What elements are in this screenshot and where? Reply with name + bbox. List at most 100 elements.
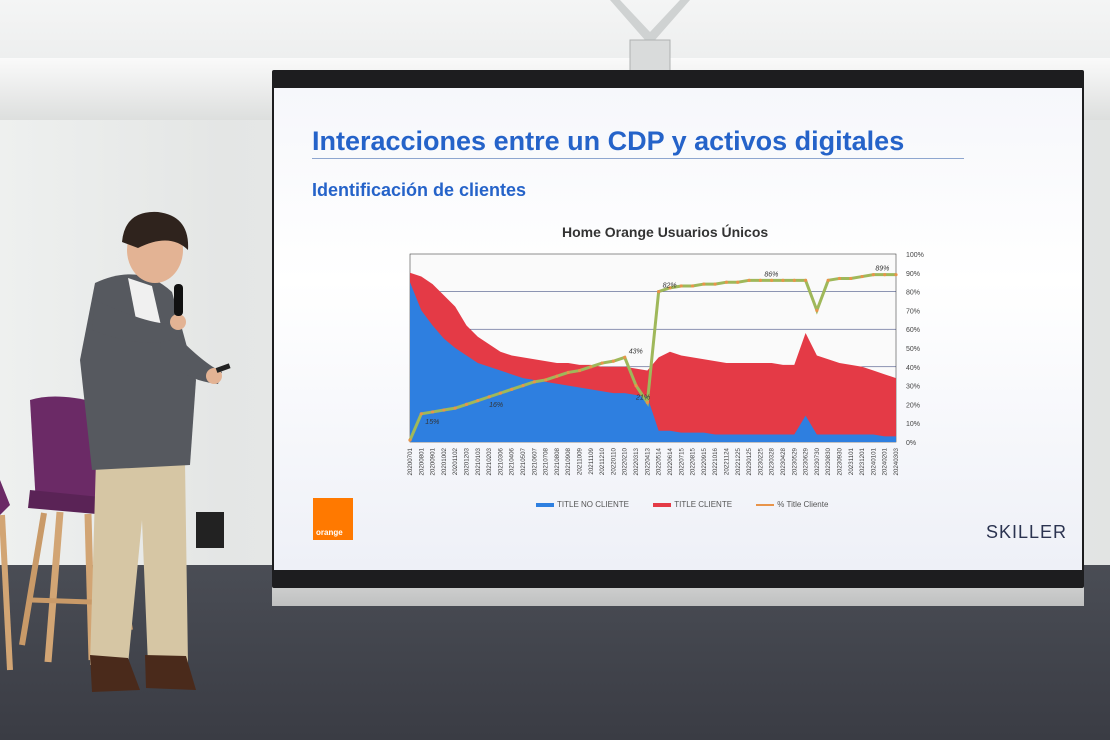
x-tick-label: 20201002 bbox=[441, 447, 448, 475]
x-tick-label: 20220313 bbox=[633, 447, 640, 475]
x-tick-label: 20220210 bbox=[622, 447, 629, 475]
presentation-screen: Interacciones entre un CDP y activos dig… bbox=[274, 88, 1082, 570]
pct-point bbox=[611, 359, 616, 363]
pct-point bbox=[476, 399, 480, 403]
pct-point bbox=[408, 438, 412, 442]
legend-swatch bbox=[756, 503, 775, 506]
pct-point bbox=[871, 273, 875, 277]
data-label: 86% bbox=[764, 271, 778, 278]
slide-title: Interacciones entre un CDP y activos dig… bbox=[312, 126, 905, 156]
chart: 100% 90% 80% 70% 60% 50% 40% 30% 20% 10% 0% 2020070… bbox=[407, 252, 924, 476]
data-label: 21% bbox=[635, 395, 650, 402]
pct-point bbox=[544, 378, 548, 382]
pct-point bbox=[690, 284, 695, 288]
pct-point bbox=[815, 308, 819, 312]
data-label: 43% bbox=[629, 348, 643, 355]
x-tick-label: 20220110 bbox=[610, 447, 617, 475]
data-label: 82% bbox=[663, 283, 677, 290]
x-tick-label: 20230730 bbox=[814, 447, 821, 475]
title-divider bbox=[312, 158, 964, 159]
pct-point bbox=[713, 282, 717, 286]
pct-point bbox=[849, 276, 853, 281]
pct-point bbox=[803, 278, 808, 282]
pct-point bbox=[894, 273, 898, 277]
pct-point bbox=[758, 278, 762, 282]
x-tick-label: 20210908 bbox=[565, 447, 572, 475]
legend-item-pct: % Title Cliente bbox=[756, 500, 828, 509]
pct-point bbox=[521, 384, 525, 388]
pct-point bbox=[781, 278, 785, 282]
x-tick-label: 20210507 bbox=[520, 447, 527, 475]
right-axis-tick-label: 60% bbox=[906, 327, 920, 334]
x-tick-label: 20230125 bbox=[746, 447, 753, 475]
chart-title: Home Orange Usuarios Únicos bbox=[562, 224, 769, 240]
x-tick-label: 20220413 bbox=[644, 447, 651, 475]
x-tick-label: 20210306 bbox=[497, 447, 504, 475]
pct-point bbox=[532, 380, 536, 384]
right-axis-tick-label: 100% bbox=[906, 252, 924, 259]
pct-point bbox=[419, 412, 423, 416]
x-tick-label: 20231201 bbox=[859, 447, 866, 475]
pct-point bbox=[634, 384, 638, 388]
right-axis-tick-label: 80% bbox=[906, 290, 920, 297]
x-tick-label: 20230328 bbox=[769, 447, 776, 475]
x-tick-label: 20220915 bbox=[701, 447, 708, 475]
pct-point bbox=[645, 400, 649, 405]
pct-point bbox=[770, 278, 774, 282]
x-tick-label: 20200901 bbox=[430, 447, 437, 475]
x-tick-label: 20221016 bbox=[712, 447, 719, 475]
chart-legend: TITLE NO CLIENTE TITLE CLIENTE % Title C… bbox=[536, 500, 850, 509]
pct-point bbox=[431, 410, 435, 414]
data-label: 15% bbox=[425, 419, 439, 426]
x-tick-label: 20221225 bbox=[735, 447, 742, 475]
x-tick-label: 20220815 bbox=[690, 447, 697, 475]
legend-item-cliente: TITLE CLIENTE bbox=[653, 500, 732, 509]
x-tick-label: 20211009 bbox=[577, 447, 584, 475]
presenter bbox=[80, 211, 231, 692]
pct-point bbox=[837, 276, 842, 281]
x-tick-label: 20210708 bbox=[543, 447, 550, 475]
x-tick-label: 20211210 bbox=[599, 447, 606, 475]
pct-point bbox=[555, 374, 559, 378]
x-tick-label: 20220715 bbox=[678, 447, 685, 475]
pct-point bbox=[577, 368, 582, 373]
right-axis-tick-label: 0% bbox=[906, 440, 916, 447]
pct-point bbox=[747, 278, 751, 282]
x-tick-label: 20200801 bbox=[418, 447, 425, 475]
data-label: 89% bbox=[875, 266, 889, 273]
x-tick-label: 20230930 bbox=[836, 447, 843, 475]
speaker-device bbox=[196, 512, 224, 548]
pct-point bbox=[498, 391, 503, 395]
pct-point bbox=[724, 280, 729, 284]
x-tick-label: 20230529 bbox=[791, 447, 798, 475]
pct-point bbox=[679, 284, 683, 288]
x-tick-label: 20230428 bbox=[780, 447, 787, 475]
x-tick-label: 20230830 bbox=[825, 447, 832, 475]
pct-point bbox=[702, 282, 706, 286]
right-axis-tick-label: 20% bbox=[906, 402, 920, 409]
pct-point bbox=[600, 361, 604, 365]
pct-point bbox=[510, 387, 514, 391]
x-tick-label: 20201102 bbox=[452, 447, 459, 475]
x-tick-label: 20240201 bbox=[882, 447, 889, 475]
legend-swatch bbox=[653, 502, 672, 507]
x-tick-label: 20221124 bbox=[723, 447, 730, 475]
orange-logo: orange bbox=[313, 498, 353, 540]
pct-point bbox=[860, 274, 864, 279]
x-tick-label: 20240303 bbox=[893, 447, 900, 475]
pct-point bbox=[792, 278, 796, 282]
x-tick-label: 20220614 bbox=[667, 447, 674, 475]
pct-point bbox=[566, 370, 570, 375]
x-tick-label: 20210808 bbox=[554, 447, 561, 475]
right-axis-tick-label: 30% bbox=[906, 384, 920, 391]
x-tick-label: 20200701 bbox=[407, 447, 414, 475]
legend-item-no-cliente: TITLE NO CLIENTE bbox=[536, 500, 629, 509]
x-tick-label: 20210103 bbox=[475, 447, 482, 475]
right-axis-tick-label: 90% bbox=[906, 271, 920, 278]
pct-point bbox=[442, 408, 446, 412]
pct-point bbox=[883, 273, 887, 277]
pct-point bbox=[464, 402, 469, 406]
x-tick-label: 20210203 bbox=[486, 447, 493, 475]
series-area-no-cliente bbox=[410, 282, 896, 442]
skiller-logo: SKILLER bbox=[986, 522, 1068, 542]
